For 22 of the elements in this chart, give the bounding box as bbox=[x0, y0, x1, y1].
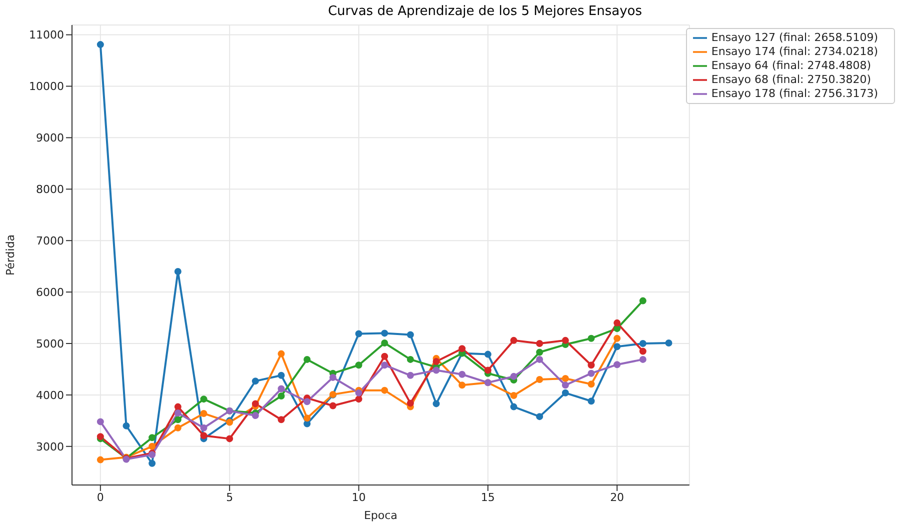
y-axis-title: Pérdida bbox=[4, 234, 17, 276]
legend-label: Ensayo 68 (final: 2750.3820) bbox=[711, 73, 871, 86]
legend-label: Ensayo 174 (final: 2734.0218) bbox=[711, 45, 878, 58]
y-tick-label: 10000 bbox=[29, 80, 64, 94]
legend-label: Ensayo 178 (final: 2756.3173) bbox=[711, 87, 878, 100]
x-tick-label: 10 bbox=[352, 490, 366, 504]
y-tick-label: 7000 bbox=[36, 234, 64, 248]
y-tick-label: 4000 bbox=[36, 388, 64, 402]
y-tick-label: 3000 bbox=[36, 440, 64, 454]
x-tick-label: 20 bbox=[610, 490, 624, 504]
y-tick-label: 5000 bbox=[36, 337, 64, 350]
legend-label: Ensayo 127 (final: 2658.5109) bbox=[711, 31, 878, 44]
x-axis-title: Epoca bbox=[364, 509, 398, 522]
y-tick-label: 8000 bbox=[36, 183, 64, 196]
x-tick-label: 0 bbox=[96, 490, 104, 504]
x-tick-label: 15 bbox=[480, 490, 495, 504]
y-tick-label: 6000 bbox=[36, 286, 64, 299]
legend-label: Ensayo 64 (final: 2748.4808) bbox=[711, 59, 871, 72]
y-tick-label: 9000 bbox=[36, 132, 64, 145]
y-tick-label: 11000 bbox=[29, 28, 64, 42]
chart-title: Curvas de Aprendizaje de los 5 Mejores Ensayos bbox=[326, 4, 644, 19]
x-tick-label: 5 bbox=[226, 490, 234, 504]
